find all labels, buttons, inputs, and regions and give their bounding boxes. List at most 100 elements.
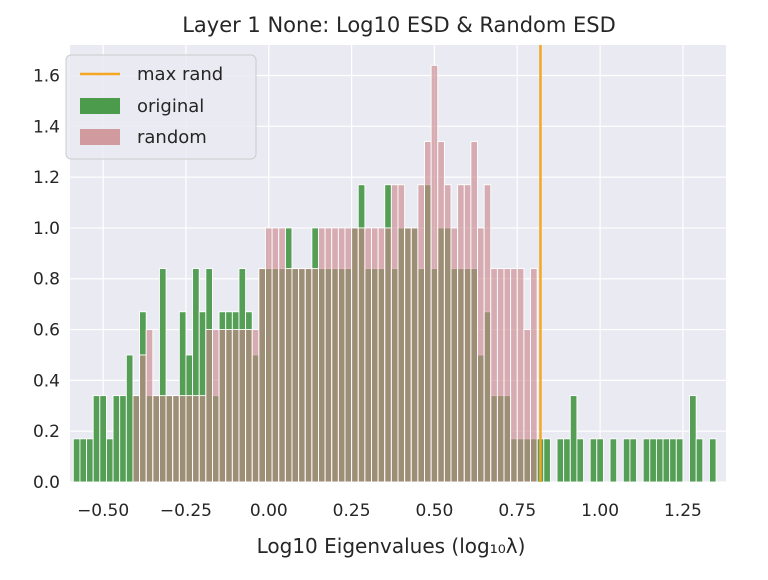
random-bar [238,329,247,483]
random-bar [212,329,220,483]
legend-random-label: random [137,127,207,148]
original-bar [669,438,677,483]
random-bar [437,141,445,483]
random-bar [371,227,379,483]
random-bar [377,227,386,483]
original-bar [675,438,684,483]
original-bar [689,395,697,483]
random-bar [364,227,372,483]
original-bar [563,438,571,483]
random-bar [477,227,485,483]
random-bar [490,268,498,483]
random-bar [284,268,293,483]
random-bar [457,184,465,483]
random-bar [510,268,518,483]
original-bar [125,354,134,483]
y-axis-ticks: 0.0 0.2 0.4 0.6 0.8 1.0 1.2 1.4 1.6 [33,66,60,493]
random-bar [278,227,286,483]
random-bar [390,184,399,483]
original-bar [79,438,88,483]
random-bar [298,268,306,483]
y-tick-label: 0.2 [33,422,60,442]
random-bar [450,227,459,483]
x-axis-ticks: −0.50 −0.25 0.00 0.25 0.50 0.75 1.00 1.25 [77,501,702,521]
random-bar [404,227,412,483]
random-bar [145,329,154,483]
original-bar [112,395,121,483]
original-bar [642,438,651,483]
x-tick-label: 0.25 [333,501,371,521]
random-bar [198,395,207,483]
random-bar [205,329,213,483]
random-bar [251,329,260,483]
original-bar [596,438,604,483]
original-bar [662,438,671,483]
original-bar [629,438,637,483]
original-bar [649,438,657,483]
random-bar [324,227,333,483]
random-bar [258,268,266,483]
random-bar [318,227,326,483]
y-tick-label: 0.4 [33,371,60,391]
x-tick-label: 1.25 [664,501,702,521]
y-tick-label: 1.0 [33,219,60,239]
original-bar [92,395,101,483]
random-bar [139,354,147,483]
original-bar [589,438,598,483]
original-bar [119,395,127,483]
random-bar [225,329,233,483]
random-bar [351,227,359,483]
random-bar [463,184,472,483]
original-bar [543,438,551,483]
random-bar [165,395,174,483]
random-bar [265,227,273,483]
random-bar [523,329,531,483]
random-bar [271,227,280,483]
random-bar [483,184,492,483]
random-bar [185,395,194,483]
original-bar [609,438,618,483]
original-bar [695,438,704,483]
random-bar [357,227,366,483]
random-bar [231,329,240,483]
random-bar [337,227,346,483]
legend-max-rand-label: max rand [137,64,223,85]
random-bar [344,227,353,483]
random-bar [430,64,439,483]
random-bar [516,268,525,483]
random-bar [218,329,227,483]
random-bar [503,268,512,483]
original-bar [622,438,631,483]
random-bar [331,227,339,483]
original-bar [72,438,81,483]
random-bar [304,268,313,483]
y-tick-label: 1.4 [33,117,60,137]
legend-original-label: original [137,96,204,117]
original-bar [655,438,664,483]
x-tick-label: 0.00 [250,501,288,521]
original-bar [86,438,94,483]
random-bar [384,227,392,483]
random-bar [132,395,141,483]
original-bar [708,438,717,483]
y-tick-label: 0.8 [33,270,60,290]
original-bar [556,438,565,483]
random-bar [245,329,253,483]
legend-random-swatch [80,129,120,145]
original-bar [569,395,578,483]
original-bar [99,395,107,483]
random-bar [470,141,478,483]
random-bar [291,268,300,483]
random-bar [417,184,425,483]
x-tick-label: 1.00 [581,501,619,521]
y-tick-label: 0.0 [33,473,60,493]
y-tick-label: 0.6 [33,321,60,341]
legend-original-swatch [80,98,120,114]
y-tick-label: 1.2 [33,168,60,188]
random-bar [424,141,432,483]
x-tick-label: −0.50 [77,501,129,521]
random-bar [152,395,160,483]
original-bar [576,438,584,483]
x-tick-label: 0.50 [416,501,454,521]
